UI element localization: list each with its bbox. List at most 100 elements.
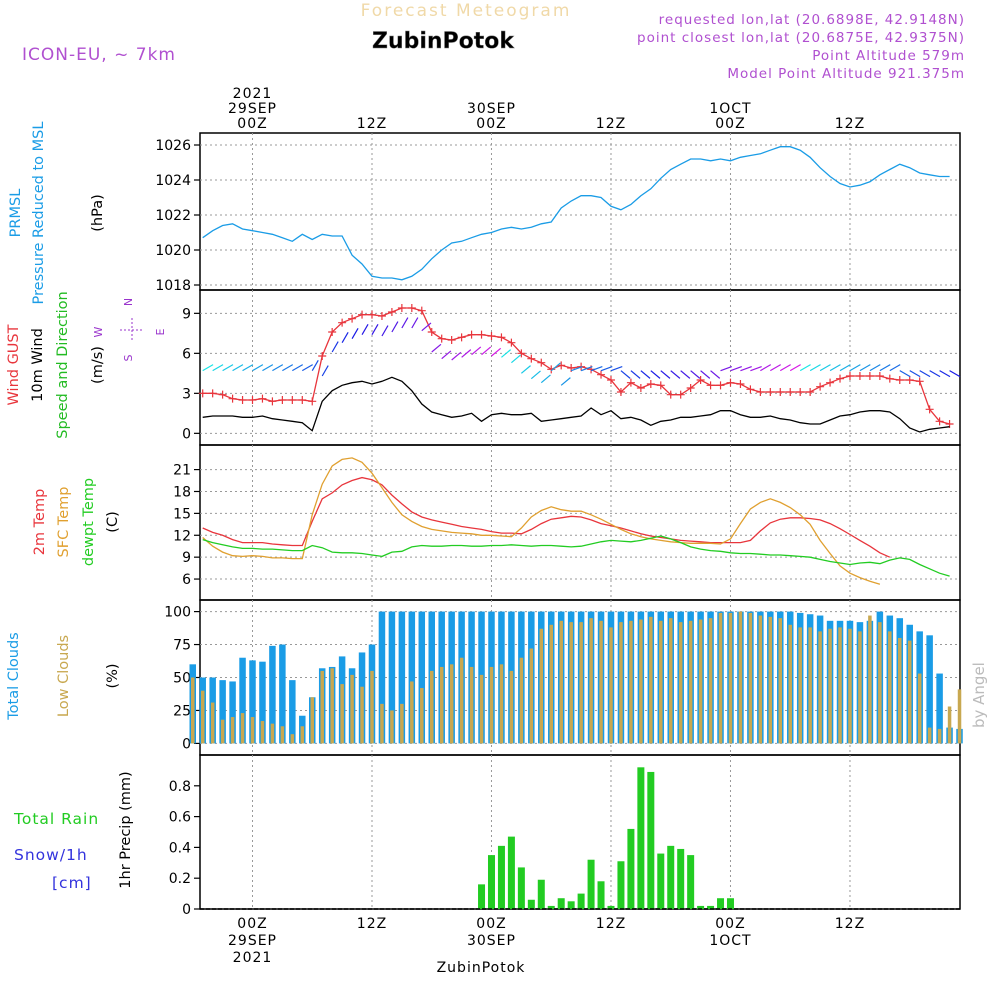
gust-marker: [915, 377, 924, 386]
low-cloud-bar: [449, 664, 454, 744]
wind-direction-arrow: [262, 364, 274, 372]
wind-direction-arrow: [321, 365, 329, 377]
low-cloud-bar: [220, 719, 225, 744]
gust-marker: [228, 394, 237, 403]
wind-direction-arrow: [441, 350, 452, 360]
wind-direction-arrow: [212, 364, 224, 372]
precip-bar: [687, 855, 695, 909]
low-cloud-bar: [788, 624, 792, 744]
total-cloud-bar: [289, 680, 296, 744]
low-cloud-bar: [888, 631, 892, 744]
low-cloud-bar: [838, 627, 842, 744]
bottom-time-label: 1OCT: [709, 933, 751, 949]
low-cloud-bar: [947, 706, 952, 744]
y-tick-label: 1026: [155, 138, 191, 154]
compass-letter: N: [122, 298, 135, 306]
top-time-label: 12Z: [835, 116, 865, 132]
gust-marker: [397, 304, 406, 312]
gust-marker: [537, 358, 546, 367]
gust-marker: [676, 390, 685, 399]
wind-direction-arrow: [949, 370, 961, 378]
top-time-label: 12Z: [357, 116, 387, 132]
gust-marker: [925, 405, 934, 414]
low-cloud-bar: [808, 627, 812, 744]
gust-marker: [507, 338, 516, 347]
low-cloud-bar: [519, 657, 524, 744]
low-cloud-bar: [539, 628, 544, 744]
wind-direction-arrow: [909, 370, 921, 378]
wind-direction-arrow: [252, 364, 264, 372]
wind-direction-arrow: [839, 364, 851, 372]
low-cloud-bar: [410, 681, 414, 744]
pressure-panel: 1018 1020 1022 1024 1026 PRMSL Pressure Reduce…: [8, 122, 961, 304]
low-cloud-bar: [420, 688, 424, 744]
wind-direction-arrow: [232, 364, 244, 372]
low-cloud-bar: [917, 673, 922, 744]
gust-marker: [616, 388, 625, 396]
wind-direction-arrow: [789, 364, 801, 372]
precip-bar: [597, 881, 605, 909]
point-altitude: Point Altitude 579m: [812, 48, 965, 64]
gust-marker: [407, 304, 416, 312]
low-cloud-bar: [858, 631, 862, 744]
low-cloud-bar: [459, 657, 464, 744]
low-cloud-bar: [310, 697, 314, 744]
y-tick-label: 0: [182, 426, 191, 442]
low-cloud-bar: [878, 622, 882, 744]
low-cloud-bar: [758, 615, 763, 744]
low-cloud-bar: [280, 726, 285, 744]
total-cloud-bar: [408, 611, 416, 744]
gust-marker: [348, 314, 357, 323]
gust-marker: [557, 361, 566, 370]
precip-bar: [557, 898, 565, 909]
total-cloud-bar: [269, 645, 276, 744]
model-altitude: Model Point Altitude 921.375m: [727, 66, 965, 82]
low-cloud-bar: [619, 622, 623, 744]
wind-direction-arrow: [809, 364, 821, 372]
precip-bar: [707, 905, 715, 909]
bottom-time-label: 12Z: [357, 916, 387, 932]
gust-marker: [447, 336, 456, 344]
y-tick-label: 21: [173, 463, 191, 479]
total-cloud-bar: [388, 611, 396, 744]
precip-bar: [587, 859, 595, 909]
wind-direction-arrow: [869, 364, 881, 372]
gust-marker: [417, 306, 426, 315]
low-cloud-bar: [350, 674, 354, 744]
low-cloud-bar: [649, 616, 653, 744]
precip-bar: [637, 767, 645, 909]
precip-bar: [607, 905, 615, 909]
wind-direction-arrow: [899, 370, 911, 378]
y-tick-label: 25: [173, 703, 191, 719]
gust-marker: [477, 330, 486, 339]
low-cloud-bar: [250, 717, 255, 744]
wind-direction-arrow: [550, 362, 561, 372]
total-cloud-bar: [926, 635, 933, 744]
compass-letter: S: [122, 354, 135, 361]
precip-bar: [497, 845, 505, 909]
low-cloud-bar: [509, 670, 514, 744]
wind-direction-arrow: [451, 351, 462, 361]
precip-bar: [717, 898, 725, 909]
low-cloud-bar: [639, 619, 643, 744]
total-cloud-bar: [219, 680, 226, 744]
wind-direction-arrow: [580, 365, 593, 372]
gust-marker: [875, 372, 884, 380]
wind-direction-arrow: [929, 370, 941, 378]
precip-bar: [647, 771, 655, 909]
bottom-time-label: 30SEP: [467, 933, 516, 949]
wind-direction-arrow: [242, 364, 254, 372]
low-cloud-bar: [937, 728, 942, 744]
wind-direction-arrow: [520, 365, 531, 374]
wind-direction-arrow: [590, 365, 603, 372]
y-tick-label: 6: [182, 346, 191, 362]
wind-direction-arrow: [491, 347, 502, 357]
gust-marker: [457, 333, 466, 342]
y-tick-label: 0.4: [169, 840, 191, 856]
gust-marker: [328, 328, 337, 336]
low-cloud-bar: [390, 710, 394, 744]
wind-direction-arrow: [660, 370, 671, 379]
gust-marker: [656, 381, 665, 390]
gust-marker: [208, 389, 217, 398]
low-cloud-bar: [270, 723, 275, 744]
